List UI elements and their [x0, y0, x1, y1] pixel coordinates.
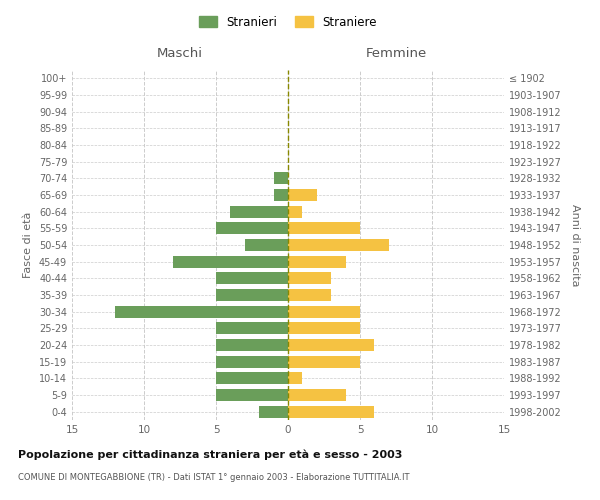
Bar [216, 372, 288, 384]
Bar [216, 322, 288, 334]
Bar [216, 356, 288, 368]
Bar [288, 322, 360, 334]
Bar [288, 406, 374, 417]
Bar [259, 406, 288, 417]
Bar [173, 256, 288, 268]
Bar [230, 206, 288, 218]
Text: Femmine: Femmine [365, 47, 427, 60]
Bar [216, 289, 288, 301]
Bar [274, 172, 288, 184]
Bar [288, 222, 360, 234]
Bar [288, 189, 317, 201]
Text: Maschi: Maschi [157, 47, 203, 60]
Bar [216, 339, 288, 351]
Y-axis label: Fasce di età: Fasce di età [23, 212, 33, 278]
Bar [288, 389, 346, 401]
Bar [288, 239, 389, 251]
Bar [288, 339, 374, 351]
Bar [288, 272, 331, 284]
Bar [288, 356, 360, 368]
Bar [288, 256, 346, 268]
Bar [274, 189, 288, 201]
Bar [115, 306, 288, 318]
Bar [245, 239, 288, 251]
Bar [216, 222, 288, 234]
Y-axis label: Anni di nascita: Anni di nascita [570, 204, 580, 286]
Bar [288, 289, 331, 301]
Legend: Stranieri, Straniere: Stranieri, Straniere [194, 11, 382, 34]
Bar [216, 272, 288, 284]
Bar [288, 372, 302, 384]
Text: Popolazione per cittadinanza straniera per età e sesso - 2003: Popolazione per cittadinanza straniera p… [18, 450, 403, 460]
Bar [216, 389, 288, 401]
Bar [288, 306, 360, 318]
Text: COMUNE DI MONTEGABBIONE (TR) - Dati ISTAT 1° gennaio 2003 - Elaborazione TUTTITA: COMUNE DI MONTEGABBIONE (TR) - Dati ISTA… [18, 472, 409, 482]
Bar [288, 206, 302, 218]
